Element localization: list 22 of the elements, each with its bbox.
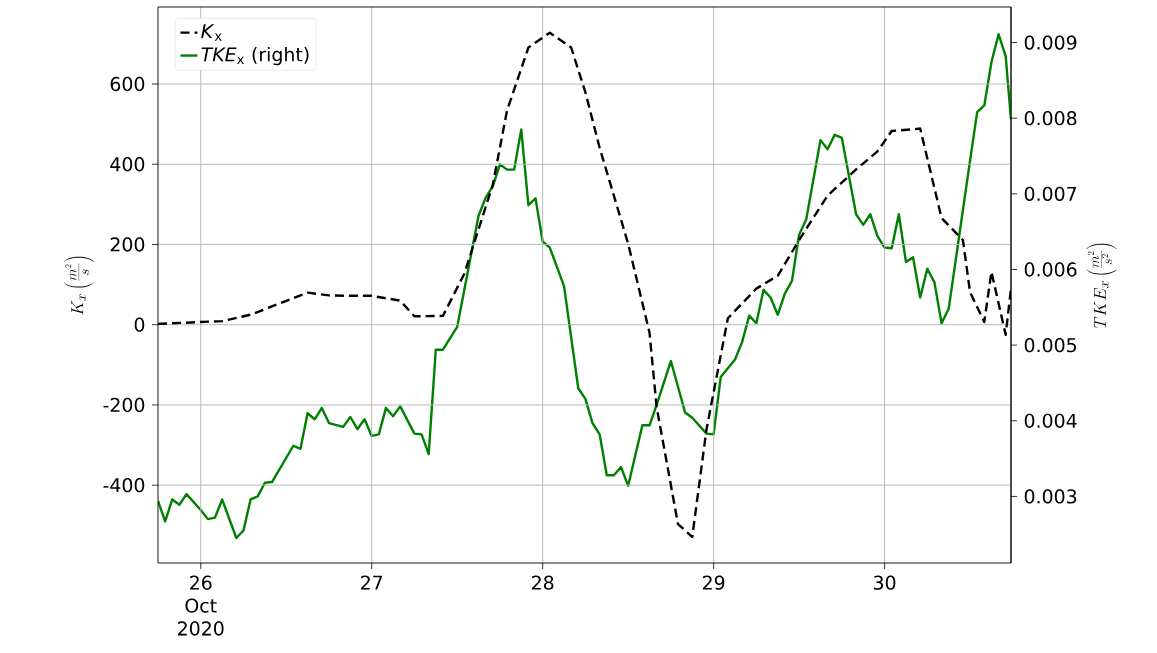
x-tick-label: 29: [702, 575, 725, 590]
y-axis-title: $K_x\left(\frac{m^2}{s}\right)$: [63, 256, 94, 315]
x-tick-label: 27: [361, 575, 383, 590]
x-tick-label: 30: [873, 575, 896, 590]
y2-tick-label: 0.005: [1024, 337, 1077, 353]
y-tick-label: 400: [110, 157, 145, 172]
y-tick-label: -400: [103, 478, 145, 493]
y2-tick-label: 0.004: [1024, 413, 1077, 428]
y2-tick-label: 0.003: [1024, 489, 1077, 504]
y2-tick-label: 0.006: [1024, 262, 1077, 277]
y-tick-label: 0: [134, 317, 145, 332]
y2-tick-label: 0.007: [1024, 186, 1077, 201]
y2-axis-title: $TKE_x\left(\frac{m^2}{s^2}\right)$: [1086, 243, 1117, 329]
y-tick-label: 200: [110, 237, 145, 252]
y2-tick-label: 0.009: [1024, 35, 1077, 50]
legend-label: TKE$_{x}$ (right): [201, 46, 309, 66]
x-tick-label: 28: [532, 575, 554, 590]
y-tick-label: 600: [110, 76, 145, 92]
legend-label: K$_{x}$: [201, 24, 222, 41]
y-tick-label: -200: [103, 397, 145, 413]
x-tick-label: 26 Oct 2020: [178, 575, 224, 636]
y2-tick-label: 0.008: [1024, 111, 1077, 126]
